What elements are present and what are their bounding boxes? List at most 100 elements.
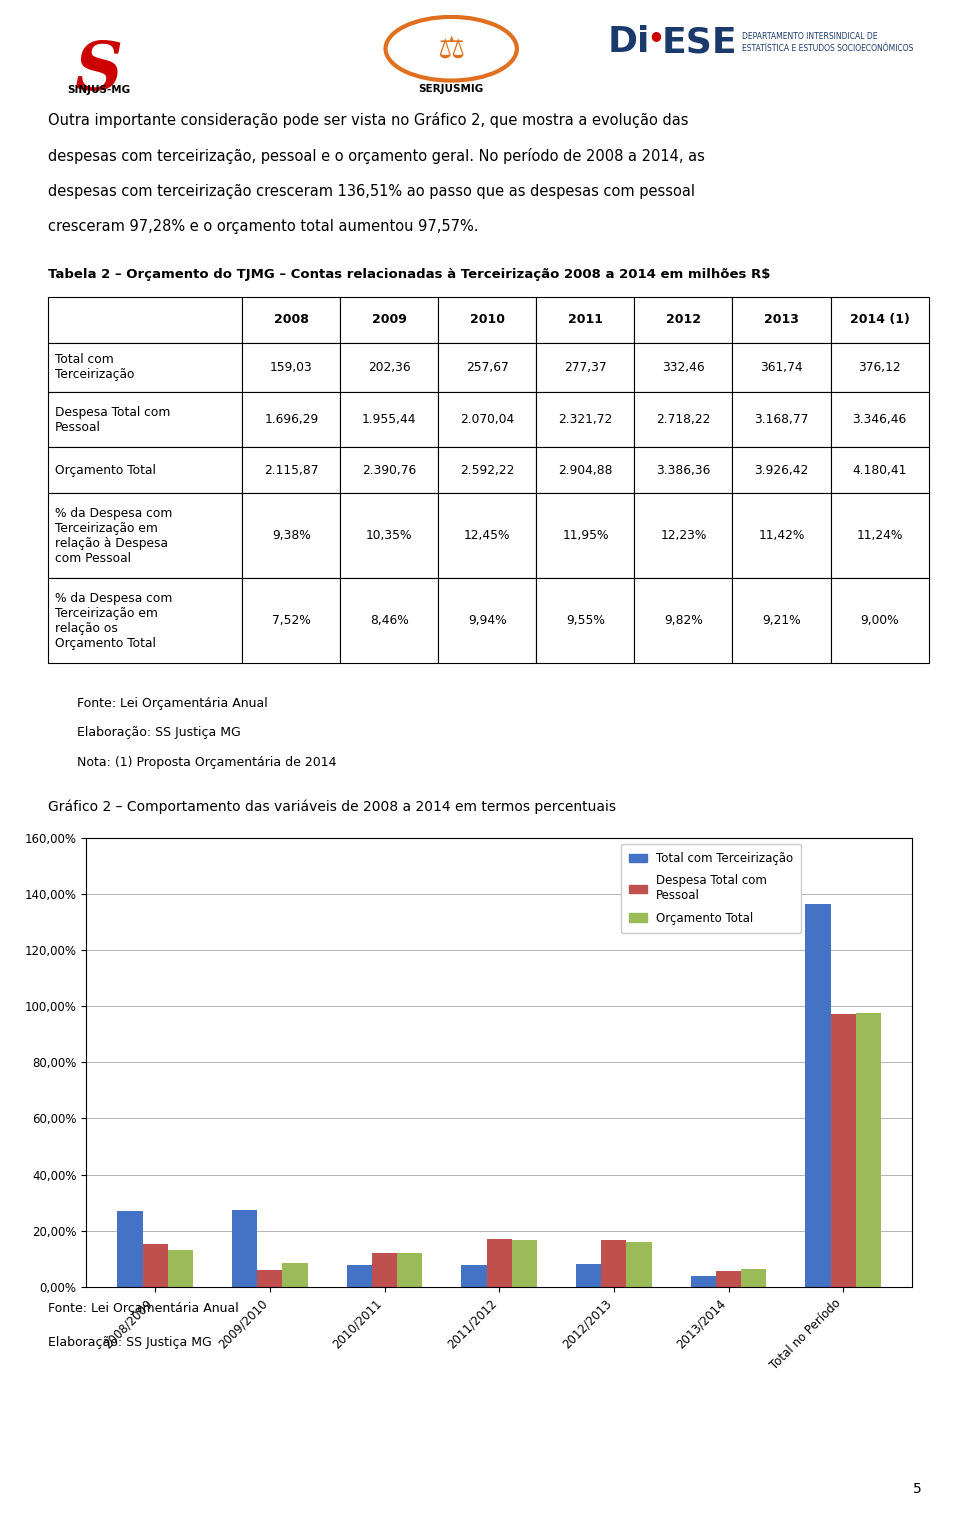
Text: S: S — [74, 38, 123, 104]
Bar — [117, 1211, 143, 1287]
Bar — [635, 448, 732, 493]
Text: 2009: 2009 — [372, 314, 407, 326]
Bar — [48, 579, 242, 664]
Text: 1.696,29: 1.696,29 — [264, 413, 319, 426]
Text: 2008: 2008 — [274, 314, 309, 326]
Text: 9,21%: 9,21% — [762, 614, 801, 627]
Bar — [439, 579, 537, 664]
Bar — [830, 391, 928, 448]
Bar — [439, 448, 537, 493]
Text: Nota: (1) Proposta Orçamentária de 2014: Nota: (1) Proposta Orçamentária de 2014 — [77, 755, 336, 769]
Text: 9,82%: 9,82% — [664, 614, 703, 627]
Text: 11,95%: 11,95% — [563, 528, 609, 542]
Text: 257,67: 257,67 — [466, 361, 509, 373]
Bar — [372, 1253, 397, 1287]
Bar — [341, 343, 439, 391]
Bar — [690, 1276, 716, 1287]
Text: % da Despesa com
Terceirização em
relação os
Orçamento Total: % da Despesa com Terceirização em relaçã… — [55, 592, 173, 650]
Bar — [537, 391, 635, 448]
Text: Elaboração: SS Justiça MG: Elaboração: SS Justiça MG — [77, 726, 241, 740]
Text: 3.168,77: 3.168,77 — [755, 413, 808, 426]
Text: 277,37: 277,37 — [564, 361, 607, 373]
Bar — [439, 297, 537, 343]
Bar — [537, 493, 635, 579]
Text: despesas com terceirização, pessoal e o orçamento geral. No período de 2008 a 20: despesas com terceirização, pessoal e o … — [48, 148, 705, 164]
Text: 9,38%: 9,38% — [272, 528, 311, 542]
Bar — [242, 391, 341, 448]
Bar — [462, 1266, 487, 1287]
Text: 376,12: 376,12 — [858, 361, 900, 373]
Text: SINJUS-MG: SINJUS-MG — [67, 85, 130, 94]
Text: 2.904,88: 2.904,88 — [558, 463, 612, 477]
Text: 2013: 2013 — [764, 314, 799, 326]
Bar — [627, 1243, 652, 1287]
Text: 11,42%: 11,42% — [758, 528, 804, 542]
Text: 4.180,41: 4.180,41 — [852, 463, 907, 477]
Text: 7,52%: 7,52% — [272, 614, 311, 627]
Bar — [257, 1270, 282, 1287]
Text: 9,55%: 9,55% — [566, 614, 605, 627]
Text: SERJUSMIG: SERJUSMIG — [419, 84, 484, 94]
Text: 202,36: 202,36 — [368, 361, 411, 373]
Text: Despesa Total com
Pessoal: Despesa Total com Pessoal — [55, 405, 171, 434]
Bar — [242, 343, 341, 391]
Text: 5: 5 — [913, 1482, 922, 1496]
Bar — [512, 1240, 537, 1287]
Bar — [242, 448, 341, 493]
Text: 2.115,87: 2.115,87 — [264, 463, 319, 477]
Bar — [48, 297, 242, 343]
Bar — [601, 1241, 627, 1287]
Text: Outra importante consideração pode ser vista no Gráfico 2, que mostra a evolução: Outra importante consideração pode ser v… — [48, 113, 688, 128]
Text: 10,35%: 10,35% — [366, 528, 413, 542]
Bar — [830, 493, 928, 579]
Text: despesas com terceirização cresceram 136,51% ao passo que as despesas com pessoa: despesas com terceirização cresceram 136… — [48, 184, 695, 198]
Bar — [830, 343, 928, 391]
Text: 2.390,76: 2.390,76 — [362, 463, 417, 477]
Bar — [741, 1269, 766, 1287]
Text: Tabela 2 – Orçamento do TJMG – Contas relacionadas à Terceirização 2008 a 2014 e: Tabela 2 – Orçamento do TJMG – Contas re… — [48, 268, 770, 280]
Text: 1.955,44: 1.955,44 — [362, 413, 417, 426]
Bar — [635, 297, 732, 343]
Bar — [347, 1266, 372, 1287]
Bar — [716, 1272, 741, 1287]
Bar — [282, 1263, 308, 1287]
Text: % da Despesa com
Terceirização em
relação à Despesa
com Pessoal: % da Despesa com Terceirização em relaçã… — [55, 507, 173, 565]
Bar — [830, 448, 928, 493]
Text: cresceram 97,28% e o orçamento total aumentou 97,57%.: cresceram 97,28% e o orçamento total aum… — [48, 219, 478, 235]
Bar — [341, 493, 439, 579]
Text: 332,46: 332,46 — [662, 361, 705, 373]
Bar — [830, 1014, 855, 1287]
Text: Di: Di — [608, 26, 651, 59]
Bar — [48, 448, 242, 493]
Text: Fonte: Lei Orçamentária Anual: Fonte: Lei Orçamentária Anual — [77, 698, 268, 710]
Text: ⚖: ⚖ — [438, 34, 465, 64]
Bar — [397, 1253, 422, 1287]
Bar — [439, 391, 537, 448]
Text: Gráfico 2 – Comportamento das variáveis de 2008 a 2014 em termos percentuais: Gráfico 2 – Comportamento das variáveis … — [48, 800, 616, 815]
Bar — [48, 493, 242, 579]
Bar — [537, 297, 635, 343]
Text: 2011: 2011 — [568, 314, 603, 326]
Text: 361,74: 361,74 — [760, 361, 803, 373]
Bar — [855, 1013, 881, 1287]
Text: 2010: 2010 — [469, 314, 505, 326]
Bar — [830, 579, 928, 664]
Bar — [48, 391, 242, 448]
Text: 2.592,22: 2.592,22 — [460, 463, 515, 477]
Bar — [48, 343, 242, 391]
Bar — [439, 343, 537, 391]
Bar — [576, 1264, 601, 1287]
Text: 2.718,22: 2.718,22 — [657, 413, 710, 426]
Bar — [732, 448, 830, 493]
Text: 11,24%: 11,24% — [856, 528, 902, 542]
Text: ●: ● — [650, 29, 660, 41]
Text: 3.346,46: 3.346,46 — [852, 413, 906, 426]
Text: Elaboração: SS Justiça MG: Elaboração: SS Justiça MG — [48, 1337, 212, 1349]
Bar — [439, 493, 537, 579]
Legend: Total com Terceirização, Despesa Total com
Pessoal, Orçamento Total: Total com Terceirização, Despesa Total c… — [621, 844, 802, 934]
Bar — [341, 579, 439, 664]
Text: 3.386,36: 3.386,36 — [657, 463, 710, 477]
Text: 159,03: 159,03 — [270, 361, 313, 373]
Text: 2.321,72: 2.321,72 — [559, 413, 612, 426]
Bar — [732, 343, 830, 391]
